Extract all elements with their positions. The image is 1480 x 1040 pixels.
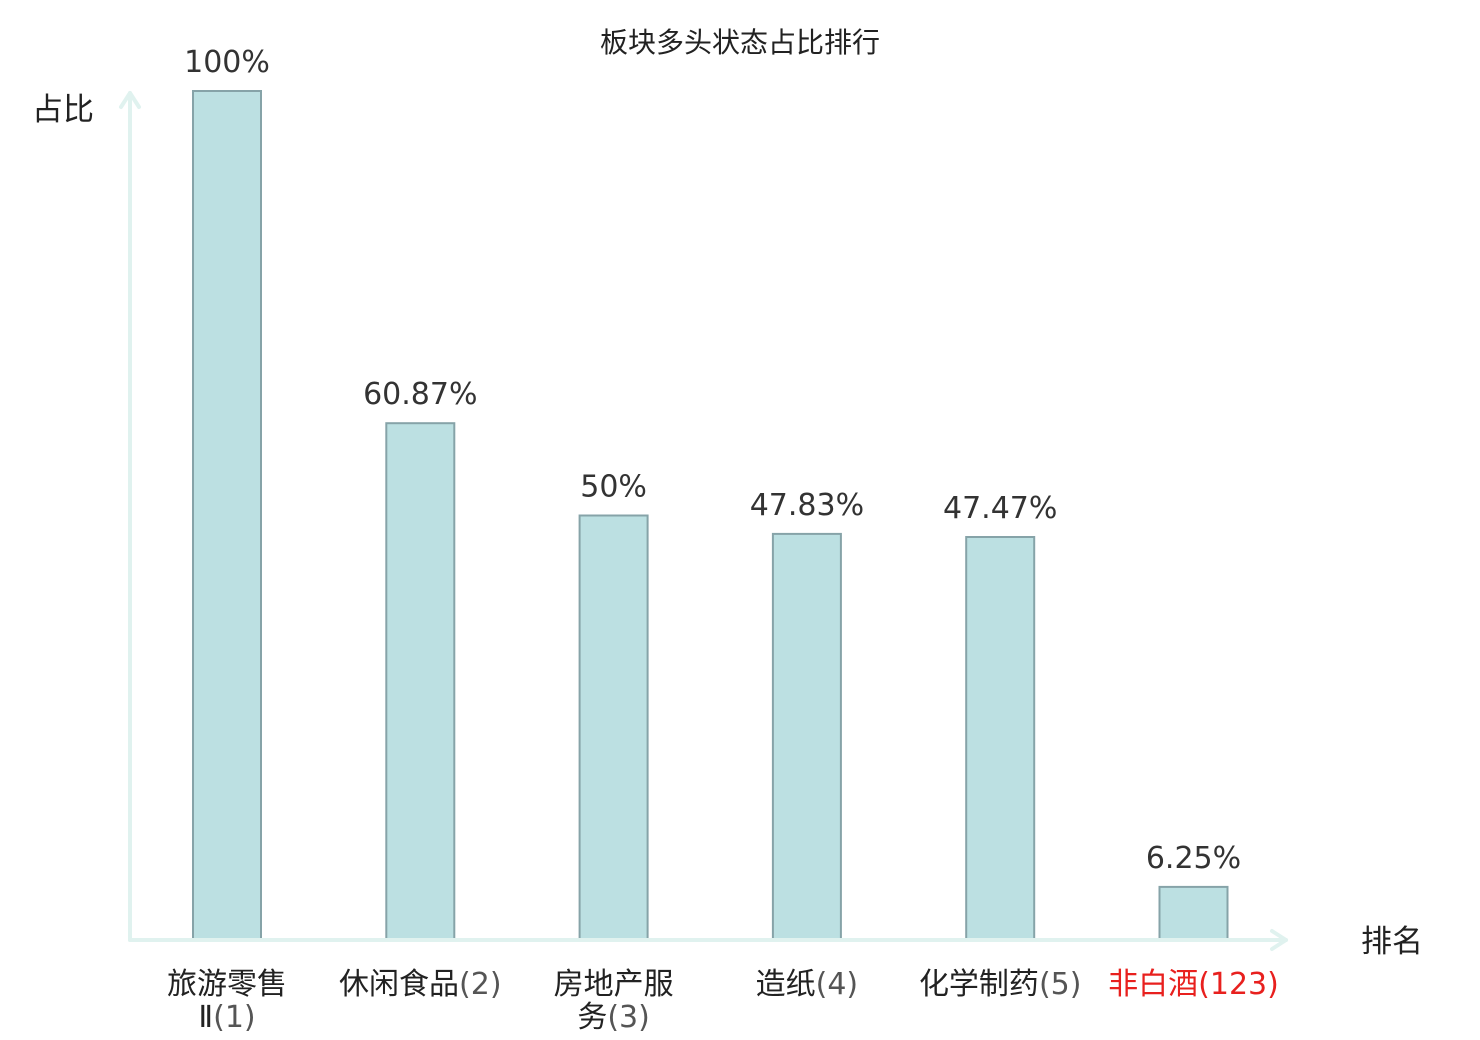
category-label-3-line-2: 务(3) (577, 1000, 650, 1035)
category-rank: (1) (213, 1000, 256, 1035)
value-label-2: 60.87% (363, 377, 477, 412)
category-name: 化学制药 (919, 967, 1039, 1002)
bar-6 (1158, 885, 1229, 942)
category-label-3-line-1: 房地产服 (554, 967, 674, 1002)
category-label-4-line-1: 造纸(4) (756, 967, 859, 1002)
value-labels-layer: 100% 60.87% 50% 47.83% 47.47% 6.25% (184, 45, 1241, 876)
bars-layer (192, 90, 1229, 942)
category-rank: (3) (607, 1000, 650, 1035)
category-label-5-line-1: 化学制药(5) (919, 967, 1081, 1002)
bar-5 (965, 536, 1036, 941)
chart-title: 板块多头状态占比排行 (600, 26, 880, 59)
category-rank: (123) (1198, 967, 1279, 1002)
bar-3 (578, 514, 649, 941)
value-label-5: 47.47% (943, 491, 1057, 526)
bar-1 (192, 90, 262, 941)
category-name: 房地产服 (554, 967, 674, 1002)
value-label-3: 50% (580, 470, 647, 505)
y-axis-arrow-icon (119, 91, 141, 109)
category-name: Ⅱ (198, 1000, 213, 1035)
value-label-1: 100% (184, 45, 270, 80)
category-rank: (4) (816, 967, 859, 1002)
category-name: 造纸 (756, 967, 816, 1002)
category-label-2-line-1: 休闲食品(2) (339, 967, 502, 1002)
axes (119, 91, 1288, 951)
category-rank: (2) (459, 967, 502, 1002)
y-axis-title: 占比 (32, 92, 94, 128)
x-axis-arrow-icon (1270, 929, 1288, 951)
category-name: 旅游零售 (167, 967, 287, 1002)
category-name: 务 (577, 1000, 607, 1035)
x-axis-title: 排名 (1361, 924, 1423, 960)
category-label-1-line-1: 旅游零售 (167, 967, 287, 1002)
category-name: 休闲食品 (339, 967, 459, 1002)
category-rank: (5) (1039, 967, 1082, 1002)
category-label-1-line-2: Ⅱ(1) (198, 1000, 255, 1035)
value-label-6: 6.25% (1146, 841, 1241, 876)
bar-2 (385, 422, 456, 941)
category-name: 非白酒 (1108, 967, 1198, 1002)
bar-4 (771, 532, 842, 942)
category-label-6-line-1: 非白酒(123) (1108, 967, 1279, 1002)
value-label-4: 47.83% (750, 488, 864, 523)
